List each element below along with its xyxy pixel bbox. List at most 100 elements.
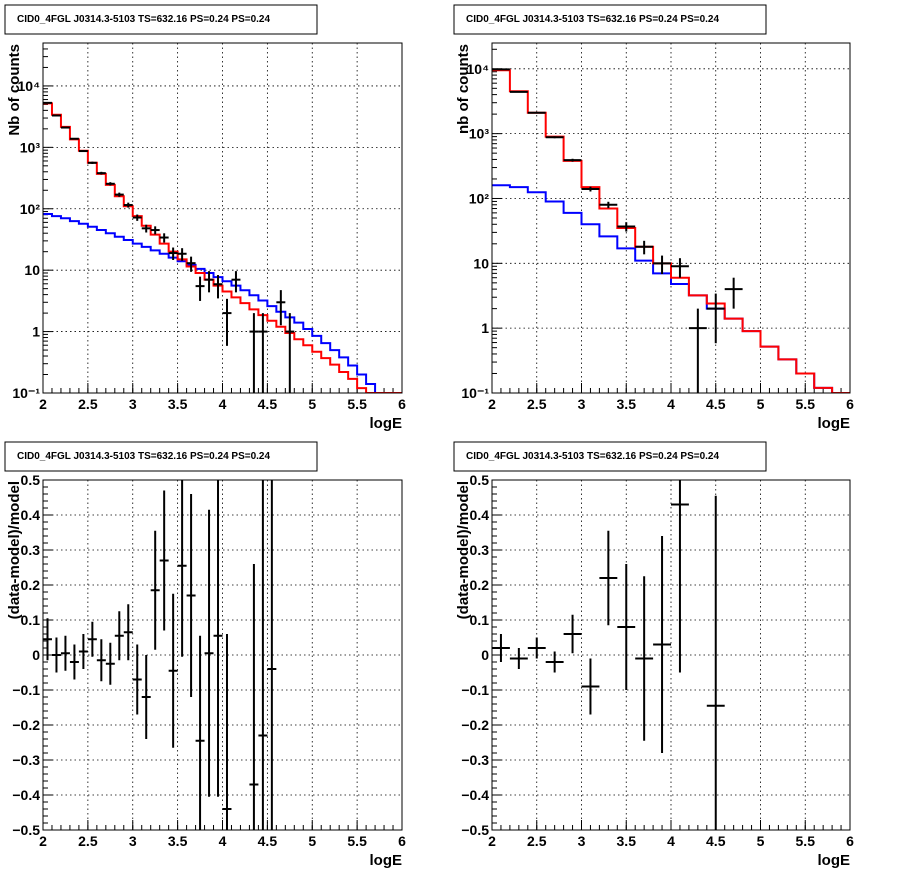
panel-residuals-left: CID0_4FGL J0314.3-5103 TS=632.16 PS=0.24… — [4, 441, 406, 869]
data-point — [105, 182, 115, 186]
x-tick-label: 3 — [129, 833, 137, 849]
x-tick-label: 2.5 — [78, 833, 98, 849]
data-point — [150, 226, 160, 235]
y-tick-label: 0.4 — [21, 507, 41, 523]
y-tick-label: −0.4 — [12, 787, 40, 803]
x-tick-label: 2.5 — [527, 833, 547, 849]
residual-point — [177, 480, 187, 657]
y-tick-label: −0.3 — [12, 752, 40, 768]
data-point — [545, 136, 564, 139]
residual-point — [78, 634, 88, 669]
data-point — [492, 68, 510, 71]
y-tick-label: 10³ — [469, 126, 490, 142]
residual-point — [706, 495, 725, 830]
x-tick-label: 4.5 — [258, 396, 278, 412]
y-tick-label: 10⁴ — [18, 78, 41, 94]
data-point — [671, 258, 689, 278]
data-point — [706, 293, 725, 344]
x-tick-label: 3 — [129, 396, 137, 412]
x-tick-label: 5 — [757, 396, 765, 412]
residual-point — [105, 642, 115, 685]
residual-point — [258, 480, 268, 830]
residual-point — [123, 604, 133, 661]
data-point — [51, 114, 61, 117]
data-point — [724, 277, 743, 309]
data-point — [635, 240, 654, 255]
data-point — [581, 186, 600, 192]
chart-title: CID0_4FGL J0314.3-5103 TS=632.16 PS=0.24… — [466, 14, 719, 25]
residual-point — [599, 530, 618, 626]
x-tick-label: 5 — [308, 396, 316, 412]
residual-point — [96, 639, 106, 682]
y-tick-label: 0.4 — [470, 507, 490, 523]
title-box — [453, 441, 767, 472]
y-tick-label: 0.2 — [21, 577, 41, 593]
data-point — [132, 214, 142, 221]
residual-point — [141, 655, 151, 739]
y-axis-label: (data-model)/model — [455, 481, 472, 619]
y-tick-label: −0.4 — [461, 787, 489, 803]
residual-point — [222, 634, 232, 830]
data-point — [43, 101, 52, 104]
chart-title: CID0_4FGL J0314.3-5103 TS=632.16 PS=0.24… — [466, 451, 719, 462]
residual-point — [60, 635, 70, 671]
x-axis-label: logE — [370, 415, 403, 432]
residual-point — [563, 614, 582, 654]
data-point — [186, 256, 196, 272]
residual-point — [653, 536, 671, 753]
data-point — [563, 158, 582, 162]
residual-point — [51, 637, 61, 673]
y-tick-label: 0 — [481, 647, 489, 663]
residual-point — [492, 634, 510, 662]
y-tick-label: 10² — [20, 201, 41, 217]
y-tick-label: 1 — [481, 320, 489, 336]
residual-point — [159, 490, 169, 631]
data-point — [599, 201, 618, 209]
residual-point — [545, 651, 564, 673]
residual-point — [204, 509, 214, 797]
plot-frame — [491, 42, 851, 394]
plot-area — [492, 68, 850, 393]
data-point — [285, 313, 295, 393]
x-tick-label: 4 — [219, 396, 227, 412]
residual-point — [617, 564, 636, 690]
y-tick-label: 0.1 — [470, 612, 490, 628]
residual-point — [69, 644, 79, 680]
y-tick-label: 10² — [469, 190, 490, 206]
data-point — [177, 248, 187, 261]
plot-area — [43, 101, 402, 393]
data-point — [222, 298, 232, 346]
data-point — [141, 224, 151, 233]
y-tick-label: 0.5 — [21, 472, 41, 488]
x-tick-label: 2 — [39, 833, 47, 849]
y-tick-label: 10⁴ — [467, 61, 490, 77]
data-point — [69, 137, 79, 140]
residual-point — [267, 480, 277, 830]
plot-frame — [491, 479, 851, 831]
grid — [492, 480, 850, 830]
data-point — [231, 271, 241, 293]
y-axis-label: Nb of counts — [6, 44, 23, 136]
x-tick-label: 3.5 — [617, 833, 637, 849]
y-tick-label: −0.1 — [461, 682, 489, 698]
x-tick-label: 6 — [398, 396, 406, 412]
x-tick-label: 3 — [578, 833, 586, 849]
y-tick-label: −0.2 — [461, 717, 489, 733]
y-tick-label: 1 — [32, 324, 40, 340]
y-tick-label: 0.2 — [470, 577, 490, 593]
data-point — [159, 233, 169, 243]
y-tick-label: 10 — [24, 262, 40, 278]
residual-point — [527, 637, 546, 659]
data-point — [213, 275, 223, 299]
x-tick-label: 2 — [488, 833, 496, 849]
y-tick-label: −0.2 — [12, 717, 40, 733]
x-axis-label: logE — [370, 852, 403, 869]
residual-point — [635, 576, 654, 741]
panel-counts-right: CID0_4FGL J0314.3-5103 TS=632.16 PS=0.24… — [453, 4, 854, 432]
y-tick-label: 0.5 — [470, 472, 490, 488]
residual-point — [509, 648, 528, 669]
y-tick-label: 10³ — [20, 139, 41, 155]
panel-counts-left: CID0_4FGL J0314.3-5103 TS=632.16 PS=0.24… — [4, 4, 406, 432]
y-tick-label: 10 — [473, 255, 489, 271]
data-point — [96, 171, 106, 175]
